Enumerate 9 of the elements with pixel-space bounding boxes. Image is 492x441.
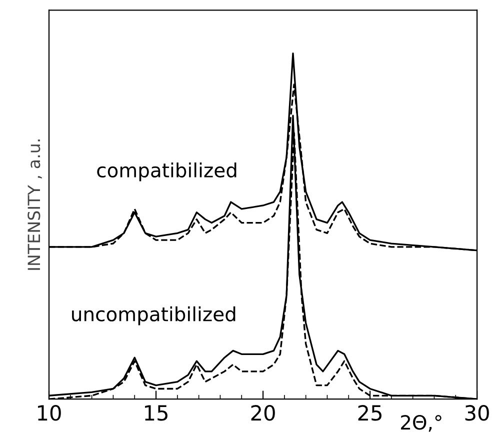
x-tick-label: 25 (358, 405, 382, 421)
x-tick-label: 20 (251, 405, 275, 421)
x-tick-label: 30 (465, 405, 489, 421)
x-axis-title: 2Θ,° (401, 415, 442, 432)
y-axis-title: INTENSITY , a.u. (28, 140, 42, 270)
annotation: compatibilized (97, 162, 236, 182)
x-tick-label: 15 (145, 405, 168, 421)
annotation: uncompatibilized (72, 306, 236, 326)
x-tick-label: 10 (38, 405, 61, 421)
